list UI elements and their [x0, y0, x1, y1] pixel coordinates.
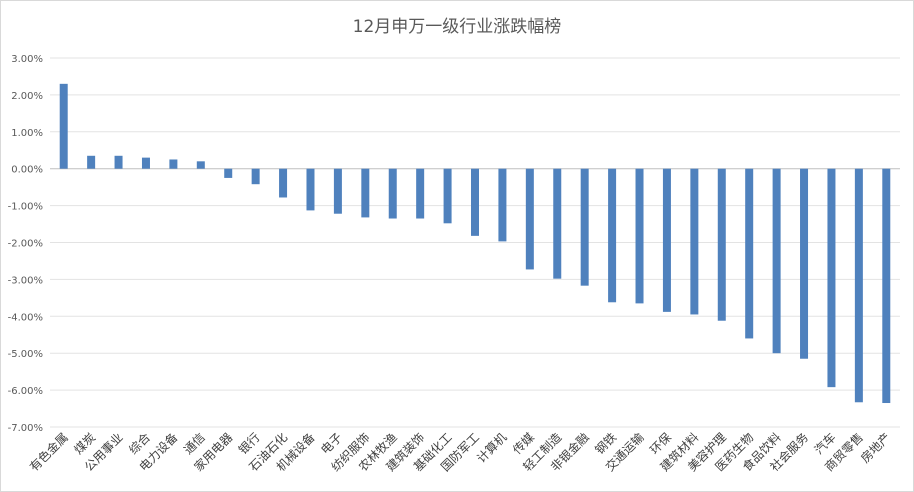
bar	[114, 155, 123, 169]
grid-lines	[50, 57, 900, 428]
bar	[361, 168, 370, 218]
bar	[827, 168, 836, 388]
bar	[416, 168, 425, 219]
bar	[306, 168, 315, 211]
bar	[498, 168, 507, 242]
bar	[59, 83, 68, 169]
bar	[388, 168, 397, 219]
bar	[279, 168, 288, 198]
bar	[608, 168, 617, 303]
x-category-label: 计算机	[473, 430, 509, 466]
y-tick-label: -1.00%	[8, 202, 43, 213]
y-tick-label: 3.00%	[11, 54, 43, 65]
bar	[443, 168, 452, 224]
y-tick-label: 0.00%	[11, 165, 43, 176]
x-category-label: 房地产	[857, 430, 893, 466]
bar	[553, 168, 562, 279]
bar	[196, 161, 205, 169]
chart-title: 12月申万一级行业涨跌幅榜	[352, 17, 562, 37]
bar	[882, 168, 891, 404]
bar	[717, 168, 726, 321]
bars	[59, 83, 891, 404]
x-category-label: 有色金属	[26, 430, 71, 475]
bar	[471, 168, 479, 236]
bar	[800, 168, 809, 359]
bar	[580, 168, 589, 286]
y-tick-label: 2.00%	[11, 91, 43, 102]
bar	[772, 168, 781, 354]
y-tick-label: -2.00%	[8, 239, 43, 250]
bar	[745, 168, 754, 339]
y-tick-label: -7.00%	[8, 423, 43, 434]
bar	[333, 168, 342, 214]
y-tick-label: -3.00%	[8, 275, 43, 286]
y-tick-label: -6.00%	[8, 386, 43, 397]
bar	[251, 168, 260, 185]
bar	[525, 168, 534, 270]
bar	[635, 168, 644, 304]
y-tick-label: -4.00%	[8, 312, 43, 323]
bar	[690, 168, 699, 315]
y-tick-label: 1.00%	[11, 128, 43, 139]
bar	[854, 168, 863, 403]
y-axis-tick-labels: 3.00% 2.00% 1.00% 0.00% -1.00% -2.00% -3.00% -4…	[8, 54, 43, 434]
bar	[141, 157, 150, 169]
bar	[224, 168, 233, 178]
bar	[662, 168, 671, 312]
bar	[169, 159, 178, 169]
bar	[87, 155, 96, 169]
y-tick-label: -5.00%	[8, 349, 43, 360]
